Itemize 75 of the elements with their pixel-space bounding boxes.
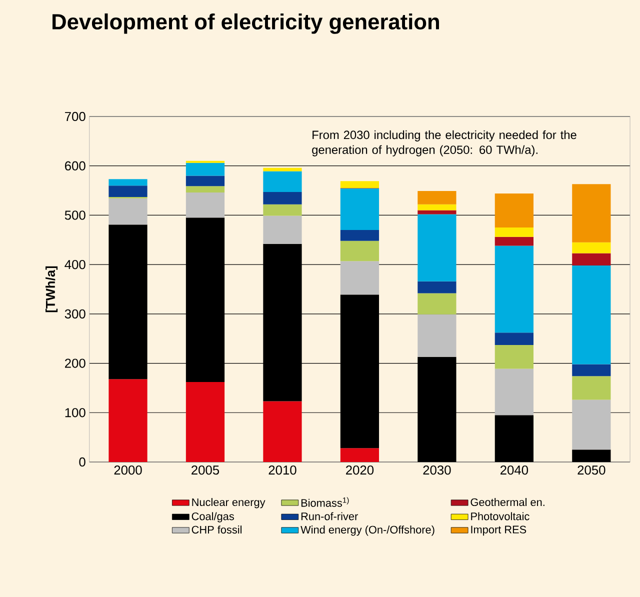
bar [494, 368, 534, 415]
legend-label: Coal/gas [192, 512, 234, 522]
bar [263, 204, 302, 216]
bar [186, 382, 225, 462]
legend-label: CHP fossil [192, 525, 242, 534]
bar [263, 216, 302, 244]
bar [108, 224, 148, 379]
bar [108, 185, 148, 197]
bar [494, 193, 534, 228]
bar [572, 364, 611, 376]
bar [340, 294, 380, 448]
y-tick-label: 400 [64, 260, 86, 269]
bar [494, 246, 534, 332]
bar [494, 344, 534, 369]
bar [418, 281, 456, 293]
bar [572, 400, 611, 450]
x-tick-label: 2050 [578, 465, 606, 474]
bar [186, 192, 225, 218]
bar [572, 265, 611, 364]
bar [186, 162, 225, 176]
bar [494, 236, 534, 246]
x-tick-label: 2010 [268, 465, 296, 474]
bar [340, 180, 380, 188]
bar [418, 204, 456, 210]
chart-title: Development of electricity generation [52, 13, 439, 34]
y-tick-label: 100 [65, 408, 86, 417]
x-tick-label: 2000 [114, 465, 142, 474]
legend-label: Biomass$^{1)}$ [301, 497, 349, 507]
bar [418, 214, 456, 282]
y-tick-label: 200 [65, 358, 86, 368]
bar [340, 448, 380, 462]
bar [108, 198, 148, 224]
bar [186, 186, 225, 192]
legend-label: Nuclear energy [192, 498, 266, 508]
bar [418, 210, 456, 214]
bar [494, 414, 534, 462]
bar [108, 378, 148, 462]
legend-label: Wind energy (On-/Offshore) [300, 525, 434, 536]
x-tick-label: 2040 [500, 465, 528, 474]
bar [418, 314, 456, 357]
bar [263, 171, 302, 192]
bar [108, 178, 148, 186]
legend-label: Run-of-river [301, 512, 358, 520]
y-tick-label: 600 [65, 161, 86, 170]
x-tick-label: 2020 [346, 465, 374, 474]
y-tick-label: 0 [79, 457, 86, 466]
bar [572, 449, 611, 462]
y-axis-title: [TWh/a] [46, 266, 58, 312]
bar [572, 253, 611, 266]
x-tick-label: 2005 [192, 465, 220, 474]
bar [494, 332, 534, 345]
bar [572, 184, 611, 242]
y-tick-label: 500 [64, 210, 86, 220]
legend-label: Photovoltaic [471, 512, 530, 520]
y-tick-label: 700 [65, 112, 86, 121]
x-tick-label: 2030 [423, 465, 451, 474]
bar [340, 230, 380, 241]
y-tick-label: 300 [64, 309, 86, 318]
bar [186, 176, 225, 186]
bar [263, 244, 302, 402]
legend-label: Import RES [471, 526, 526, 536]
bar [418, 292, 456, 314]
bar [186, 217, 225, 382]
bar [418, 190, 456, 204]
bar [340, 240, 380, 261]
bar [340, 260, 380, 294]
bar [263, 401, 302, 462]
bar [340, 188, 380, 230]
annotation: From 2030 including the electricity needed for the generation of hydrogen (2050: 60 TWh/a). [312, 130, 576, 156]
bar [263, 168, 302, 172]
bar [263, 192, 302, 204]
bar [494, 227, 534, 237]
legend-label: Geothermal en. [470, 498, 544, 506]
bar [572, 242, 611, 254]
bar [572, 376, 611, 400]
